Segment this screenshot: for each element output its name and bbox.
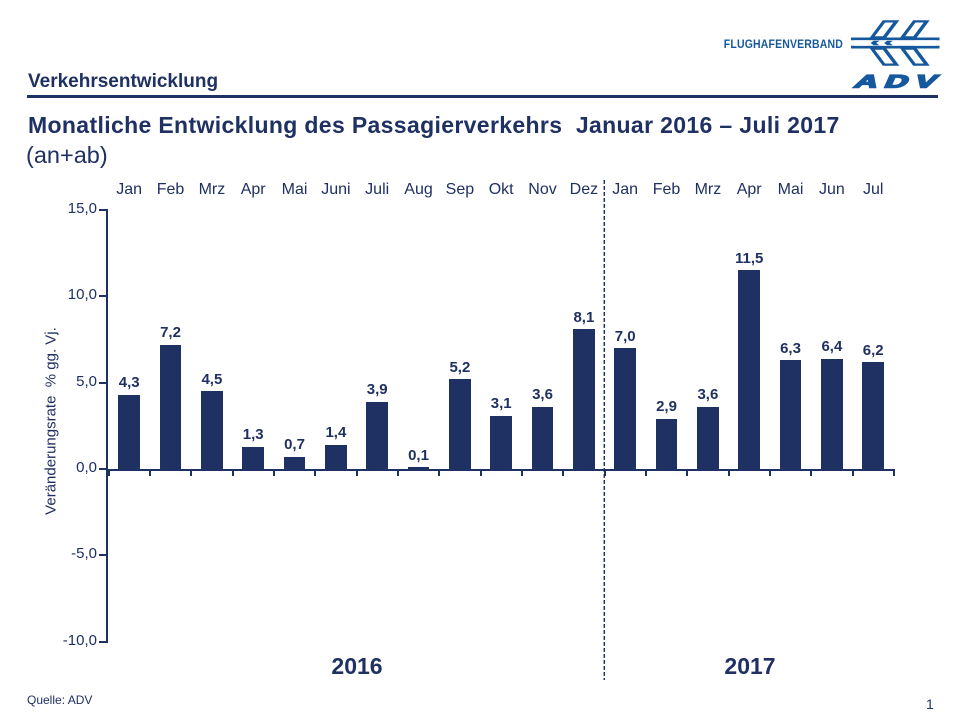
svg-text:ADV: ADV [851, 71, 949, 92]
